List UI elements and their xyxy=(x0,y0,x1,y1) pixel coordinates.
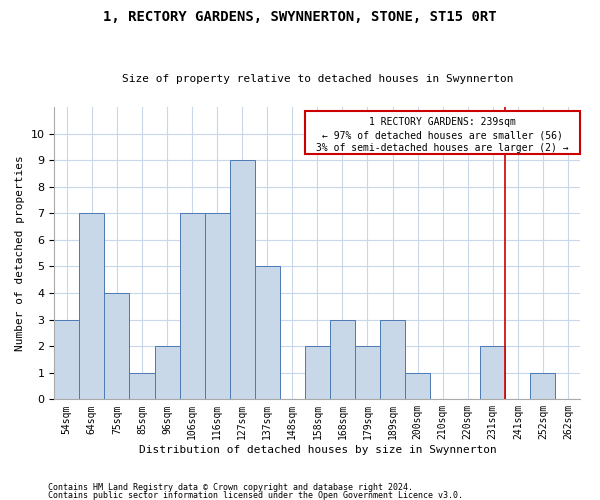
Bar xyxy=(205,214,230,400)
Bar xyxy=(155,346,179,400)
Bar xyxy=(405,373,430,400)
Bar xyxy=(355,346,380,400)
Bar xyxy=(130,373,155,400)
Bar xyxy=(230,160,255,400)
Bar xyxy=(330,320,355,400)
Bar xyxy=(480,346,505,400)
Bar xyxy=(179,214,205,400)
Bar xyxy=(530,373,556,400)
Bar xyxy=(255,266,280,400)
Bar xyxy=(305,346,330,400)
FancyBboxPatch shape xyxy=(305,111,580,154)
Bar xyxy=(104,293,130,400)
Text: 3% of semi-detached houses are larger (2) →: 3% of semi-detached houses are larger (2… xyxy=(316,144,569,154)
Bar xyxy=(380,320,405,400)
Text: 1, RECTORY GARDENS, SWYNNERTON, STONE, ST15 0RT: 1, RECTORY GARDENS, SWYNNERTON, STONE, S… xyxy=(103,10,497,24)
Text: 1 RECTORY GARDENS: 239sqm: 1 RECTORY GARDENS: 239sqm xyxy=(369,117,516,127)
Y-axis label: Number of detached properties: Number of detached properties xyxy=(15,156,25,351)
Title: Size of property relative to detached houses in Swynnerton: Size of property relative to detached ho… xyxy=(122,74,513,84)
X-axis label: Distribution of detached houses by size in Swynnerton: Distribution of detached houses by size … xyxy=(139,445,496,455)
Text: Contains public sector information licensed under the Open Government Licence v3: Contains public sector information licen… xyxy=(48,491,463,500)
Bar xyxy=(79,214,104,400)
Text: ← 97% of detached houses are smaller (56): ← 97% of detached houses are smaller (56… xyxy=(322,130,563,140)
Text: Contains HM Land Registry data © Crown copyright and database right 2024.: Contains HM Land Registry data © Crown c… xyxy=(48,484,413,492)
Bar xyxy=(54,320,79,400)
